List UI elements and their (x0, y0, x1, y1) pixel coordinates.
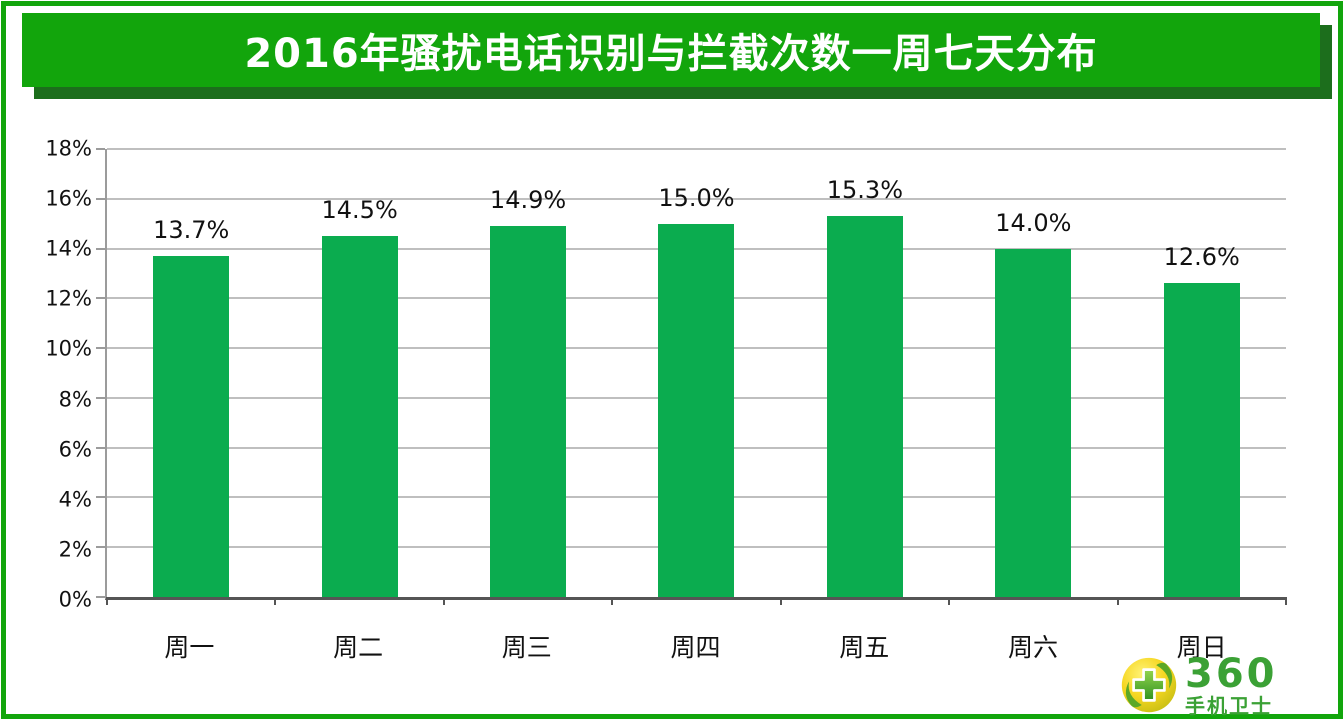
x-tick-6 (1116, 597, 1119, 605)
y-tick-label-12: 12% (45, 286, 92, 311)
gridline-18 (107, 148, 1286, 150)
bar-series: 13.7% 14.5% 14.9% 15.0% 15.3% 14.0% 12.6% (107, 149, 1286, 597)
x-tick-4 (779, 597, 782, 605)
bar-column-4: 15.0% (612, 149, 780, 597)
bar-周二 (321, 236, 398, 597)
bar-column-5: 15.3% (781, 149, 949, 597)
bar-value-label-周二: 14.5% (321, 196, 398, 225)
x-axis-label-周日: 周日 (1176, 633, 1227, 662)
title-banner: 2016年骚扰电话识别与拦截次数一周七天分布 (22, 13, 1320, 87)
x-tick-1 (274, 597, 277, 605)
y-tick-label-4: 4% (58, 487, 92, 512)
bar-column-7: 12.6% (1118, 149, 1286, 597)
y-tick-0 (96, 596, 105, 598)
bar-column-6: 14.0% (949, 149, 1117, 597)
bar-value-label-周日: 12.6% (1163, 243, 1240, 272)
bar-column-1: 13.7% (107, 149, 275, 597)
bar-周五 (826, 216, 903, 597)
360-logo-ball-icon (1121, 657, 1177, 713)
bar-value-label-周五: 15.3% (826, 176, 904, 205)
x-tick-3 (611, 597, 614, 605)
y-tick-12 (96, 297, 105, 300)
chart-title: 2016年骚扰电话识别与拦截次数一周七天分布 (244, 31, 1098, 77)
y-tick-14 (96, 247, 105, 250)
logo-text: 360 手机卫士 (1185, 654, 1278, 716)
x-axis-label-周四: 周四 (670, 633, 721, 662)
y-tick-label-2: 2% (58, 537, 92, 562)
y-tick-label-6: 6% (58, 437, 92, 462)
x-axis-label-周一: 周一 (164, 633, 215, 662)
bar-周日 (1163, 283, 1240, 597)
x-tick-7 (1285, 597, 1287, 605)
bar-value-label-周六: 14.0% (995, 208, 1072, 237)
y-tick-label-8: 8% (58, 387, 92, 412)
y-tick-label-14: 14% (45, 236, 92, 261)
logo-product: 手机卫士 (1185, 694, 1273, 718)
y-tick-16 (96, 197, 105, 200)
x-tick-5 (948, 597, 951, 605)
gridline-16 (107, 197, 1286, 200)
y-tick-8 (96, 396, 105, 399)
y-tick-label-18: 18% (45, 136, 92, 161)
y-axis-labels: 0% 2% 4% 6% 8% 10% 12% 14% 16% 18% (0, 138, 92, 610)
y-tick-2 (96, 546, 105, 549)
plot-area: 13.7% 14.5% 14.9% 15.0% 15.3% 14.0% 12.6% (96, 148, 1287, 605)
x-axis-label-周五: 周五 (839, 633, 890, 662)
y-tick-10 (96, 347, 105, 350)
x-axis-labels: 周一 周二 周三 周四 周五 周六 周日 (105, 628, 1286, 664)
y-tick-4 (96, 496, 105, 499)
bar-value-label-周三: 14.9% (489, 186, 567, 215)
y-tick-label-0: 0% (58, 587, 92, 612)
x-tick-2 (442, 597, 445, 605)
bar-column-2: 14.5% (275, 149, 443, 597)
bar-value-label-周四: 15.0% (658, 183, 735, 212)
bar-周六 (995, 248, 1072, 597)
360-mobile-guard-logo: 360 手机卫士 (1120, 654, 1278, 716)
y-tick-6 (96, 446, 105, 449)
bar-周一 (153, 256, 230, 597)
x-axis-label-周三: 周三 (501, 633, 552, 662)
x-tick-0 (106, 597, 108, 605)
x-axis-label-周六: 周六 (1007, 633, 1058, 662)
bar-column-3: 14.9% (444, 149, 612, 597)
bar-周三 (490, 226, 567, 597)
y-tick-label-16: 16% (45, 186, 92, 211)
bar-value-label-周一: 13.7% (153, 216, 230, 245)
bar-周四 (658, 223, 735, 597)
x-axis-label-周二: 周二 (333, 633, 384, 662)
y-tick-18 (96, 148, 105, 150)
logo-brand: 360 (1185, 651, 1278, 697)
y-tick-label-10: 10% (45, 336, 92, 361)
